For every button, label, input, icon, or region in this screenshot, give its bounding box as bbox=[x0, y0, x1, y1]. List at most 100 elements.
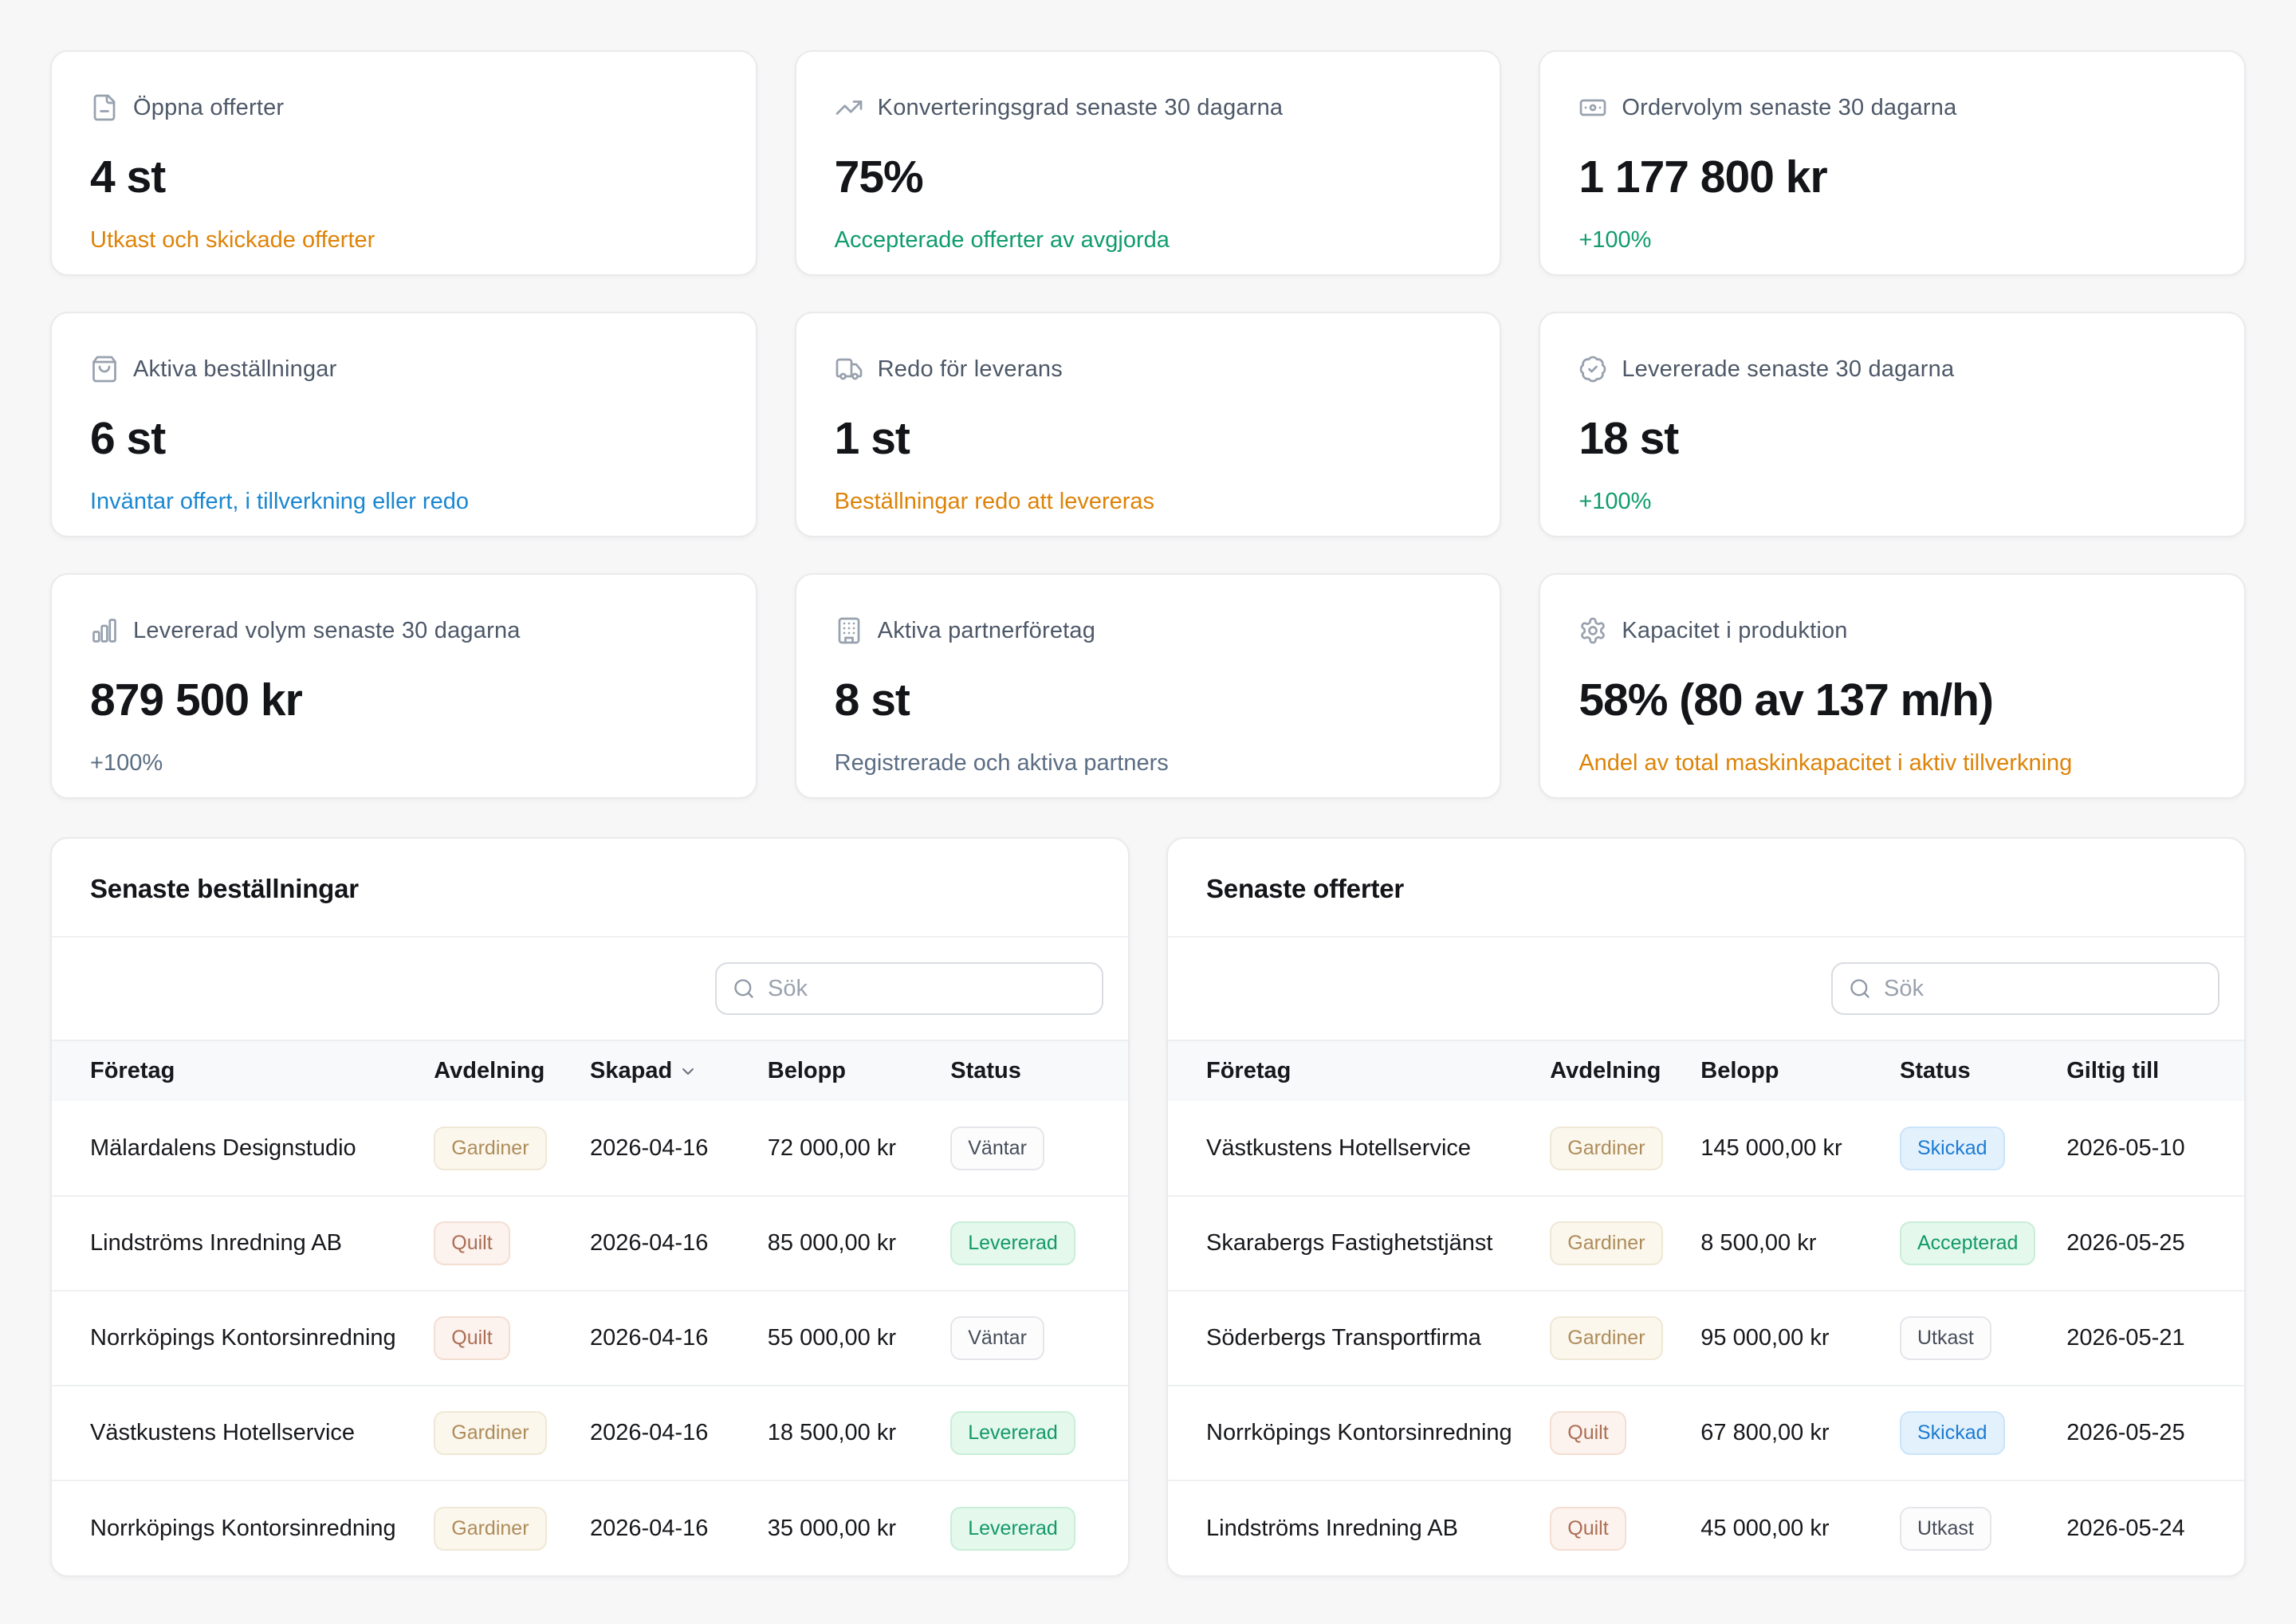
table-row[interactable]: Skarabergs Fastighetstjänst Gardiner 8 5… bbox=[1168, 1196, 2244, 1291]
table-row[interactable]: Norrköpings Kontorsinredning Gardiner 20… bbox=[52, 1480, 1128, 1575]
column-header-giltig-till: Giltig till bbox=[2066, 1058, 2160, 1083]
status-badge: Utkast bbox=[1900, 1506, 1991, 1551]
quotes-search bbox=[1831, 962, 2219, 1015]
column-header-avdelning: Avdelning bbox=[1550, 1058, 1661, 1083]
trending-up-icon bbox=[835, 93, 863, 122]
stat-value: 1 st bbox=[834, 413, 910, 464]
table-row[interactable]: Söderbergs Transportfirma Gardiner 95 00… bbox=[1168, 1291, 2244, 1386]
department-badge: Gardiner bbox=[1550, 1126, 1663, 1170]
stat-label: Öppna offerter bbox=[133, 94, 285, 120]
status-badge: Väntar bbox=[950, 1126, 1044, 1170]
column-header-belopp: Belopp bbox=[1700, 1058, 1779, 1083]
valid-until-cell: 2026-05-24 bbox=[2066, 1515, 2185, 1541]
amount-cell: 145 000,00 kr bbox=[1700, 1134, 1842, 1161]
created-cell: 2026-04-16 bbox=[590, 1515, 709, 1541]
stat-value: 879 500 kr bbox=[90, 674, 303, 725]
table-row[interactable]: Mälardalens Designstudio Gardiner 2026-0… bbox=[52, 1101, 1128, 1196]
stat-subtitle: Andel av total maskinkapacitet i aktiv t… bbox=[1578, 750, 2073, 776]
amount-cell: 35 000,00 kr bbox=[767, 1515, 896, 1541]
stat-card-delivered-30d: Levererade senaste 30 dagarna 18 st +100… bbox=[1539, 312, 2246, 537]
recent-orders-panel: Senaste beställningar Företag Avdelning bbox=[50, 837, 1130, 1577]
stat-subtitle: Registrerade och aktiva partners bbox=[834, 750, 1169, 776]
stat-label: Konverteringsgrad senaste 30 dagarna bbox=[877, 94, 1284, 120]
amount-cell: 45 000,00 kr bbox=[1700, 1515, 1830, 1541]
stat-label: Levererade senaste 30 dagarna bbox=[1622, 356, 1955, 382]
company-cell: Norrköpings Kontorsinredning bbox=[1206, 1420, 1512, 1445]
amount-cell: 95 000,00 kr bbox=[1700, 1325, 1830, 1351]
table-row[interactable]: Norrköpings Kontorsinredning Quilt 67 80… bbox=[1168, 1386, 2244, 1480]
stat-value: 8 st bbox=[834, 674, 910, 725]
chevron-down-icon bbox=[682, 1068, 694, 1075]
status-badge: Skickad bbox=[1900, 1411, 2005, 1455]
status-badge: Utkast bbox=[1900, 1316, 1991, 1360]
company-cell: Västkustens Hotellservice bbox=[1206, 1134, 1472, 1161]
bar-chart-icon bbox=[90, 616, 119, 645]
amount-cell: 18 500,00 kr bbox=[767, 1420, 896, 1445]
stat-subtitle: Beställningar redo att levereras bbox=[834, 489, 1155, 514]
created-cell: 2026-04-16 bbox=[590, 1230, 709, 1256]
stat-subtitle: +100% bbox=[90, 750, 163, 776]
stat-label: Redo för leverans bbox=[877, 356, 1063, 382]
badge-check-icon bbox=[1578, 355, 1607, 383]
stat-subtitle: +100% bbox=[1578, 227, 1652, 253]
stat-value: 75% bbox=[834, 151, 924, 203]
company-cell: Skarabergs Fastighetstjänst bbox=[1206, 1230, 1493, 1256]
company-cell: Norrköpings Kontorsinredning bbox=[90, 1325, 396, 1351]
stat-card-active-partners: Aktiva partnerföretag 8 st Registrerade … bbox=[794, 573, 1502, 799]
stat-card-production-capacity: Kapacitet i produktion 58% (80 av 137 m/… bbox=[1539, 573, 2246, 799]
amount-cell: 72 000,00 kr bbox=[767, 1134, 896, 1161]
department-badge: Gardiner bbox=[1550, 1221, 1663, 1265]
department-badge: Quilt bbox=[1550, 1411, 1626, 1455]
stat-card-active-orders: Aktiva beställningar 6 st Inväntar offer… bbox=[50, 312, 757, 537]
department-badge: Quilt bbox=[1550, 1506, 1626, 1551]
quotes-search-input[interactable] bbox=[1831, 962, 2219, 1015]
recent-quotes-title: Senaste offerter bbox=[1206, 874, 1405, 903]
table-row[interactable]: Lindströms Inredning AB Quilt 45 000,00 … bbox=[1168, 1480, 2244, 1575]
table-row[interactable]: Lindströms Inredning AB Quilt 2026-04-16… bbox=[52, 1196, 1128, 1291]
company-cell: Lindströms Inredning AB bbox=[90, 1230, 342, 1256]
column-header-foretag: Företag bbox=[1206, 1058, 1292, 1083]
created-cell: 2026-04-16 bbox=[590, 1420, 709, 1445]
table-row[interactable]: Västkustens Hotellservice Gardiner 2026-… bbox=[52, 1386, 1128, 1480]
department-badge: Gardiner bbox=[434, 1411, 547, 1455]
stat-label: Aktiva partnerföretag bbox=[877, 617, 1096, 643]
company-cell: Söderbergs Transportfirma bbox=[1206, 1325, 1481, 1351]
valid-until-cell: 2026-05-21 bbox=[2066, 1325, 2185, 1351]
column-header-status: Status bbox=[1900, 1058, 1971, 1083]
shopping-bag-icon bbox=[90, 355, 119, 383]
column-header-skapad[interactable]: Skapad bbox=[590, 1040, 768, 1101]
stat-subtitle: Accepterade offerter av avgjorda bbox=[834, 227, 1170, 253]
column-header-belopp: Belopp bbox=[767, 1058, 847, 1083]
stat-label: Ordervolym senaste 30 dagarna bbox=[1622, 94, 1957, 120]
column-header-foretag: Företag bbox=[90, 1058, 175, 1083]
stat-label: Levererad volym senaste 30 dagarna bbox=[133, 617, 521, 643]
stat-card-delivered-volume: Levererad volym senaste 30 dagarna 879 5… bbox=[50, 573, 757, 799]
company-cell: Mälardalens Designstudio bbox=[90, 1134, 356, 1161]
company-cell: Västkustens Hotellservice bbox=[90, 1420, 356, 1445]
table-row[interactable]: Västkustens Hotellservice Gardiner 145 0… bbox=[1168, 1101, 2244, 1196]
stat-value: 18 st bbox=[1578, 413, 1679, 464]
stat-value: 58% (80 av 137 m/h) bbox=[1578, 674, 1994, 725]
column-header-avdelning: Avdelning bbox=[434, 1058, 545, 1083]
department-badge: Gardiner bbox=[434, 1506, 547, 1551]
company-cell: Norrköpings Kontorsinredning bbox=[90, 1515, 396, 1541]
orders-search bbox=[715, 962, 1103, 1015]
amount-cell: 85 000,00 kr bbox=[767, 1230, 896, 1256]
orders-search-input[interactable] bbox=[715, 962, 1103, 1015]
department-badge: Gardiner bbox=[1550, 1316, 1663, 1360]
stat-card-ready-for-delivery: Redo för leverans 1 st Beställningar red… bbox=[794, 312, 1502, 537]
stat-value: 6 st bbox=[90, 413, 166, 464]
amount-cell: 8 500,00 kr bbox=[1700, 1230, 1817, 1256]
status-badge: Accepterad bbox=[1900, 1221, 2036, 1265]
table-row[interactable]: Norrköpings Kontorsinredning Quilt 2026-… bbox=[52, 1291, 1128, 1386]
truck-icon bbox=[835, 355, 863, 383]
department-badge: Quilt bbox=[434, 1316, 510, 1360]
valid-until-cell: 2026-05-25 bbox=[2066, 1230, 2185, 1256]
quotes-table: Företag Avdelning Belopp Status Giltig t… bbox=[1168, 1040, 2244, 1575]
recent-orders-title: Senaste beställningar bbox=[90, 874, 359, 903]
amount-cell: 55 000,00 kr bbox=[767, 1325, 896, 1351]
stat-subtitle: Utkast och skickade offerter bbox=[90, 227, 375, 253]
stat-value: 1 177 800 kr bbox=[1578, 151, 1827, 203]
department-badge: Quilt bbox=[434, 1221, 510, 1265]
